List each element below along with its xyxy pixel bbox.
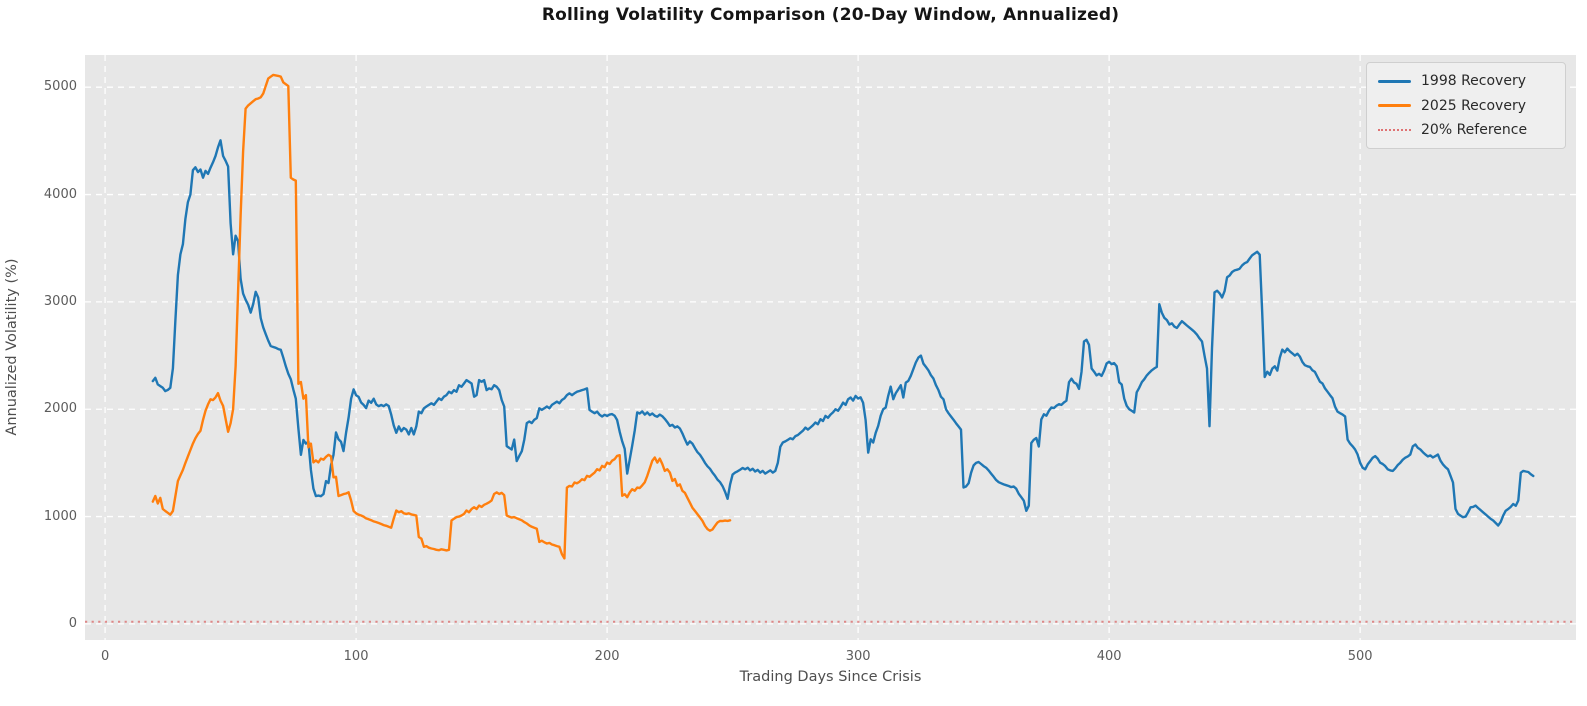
x-tick-label: 100 (343, 649, 369, 664)
figure-title: Rolling Volatility Comparison (20-Day Wi… (541, 5, 1120, 25)
x-axis-label: Trading Days Since Crisis (739, 669, 922, 685)
y-tick-label: 5000 (43, 79, 77, 95)
legend-line-sample-blue (1378, 79, 1411, 83)
y-axis-label: Annualized Volatility (%) (4, 258, 20, 436)
x-tick-label: 500 (1347, 649, 1373, 664)
legend-line-sample-red-dotted (1378, 128, 1411, 131)
x-tick-label: 200 (594, 649, 620, 664)
x-tick-label: 0 (100, 649, 110, 664)
legend-label: 1998 Recovery (1421, 73, 1526, 90)
y-tick-label: 4000 (43, 186, 77, 202)
legend-item-1998-recovery: 1998 Recovery (1367, 73, 1565, 89)
series-line-2025-recovery (151, 73, 732, 560)
legend: 1998 Recovery 2025 Recovery 20% Referenc… (1366, 62, 1566, 149)
y-tick-label: 1000 (43, 508, 77, 524)
legend-label: 2025 Recovery (1421, 97, 1526, 114)
legend-label: 20% Reference (1421, 121, 1528, 138)
y-tick-label: 3000 (43, 293, 77, 309)
y-tick-label: 2000 (43, 401, 77, 417)
plot-area (85, 55, 1576, 640)
x-tick-label: 300 (845, 649, 871, 664)
x-tick-label: 400 (1096, 649, 1122, 664)
series-line-1998-recovery (151, 139, 1535, 527)
legend-line-sample-orange (1378, 103, 1411, 108)
y-tick-label: 0 (68, 615, 77, 631)
legend-item-20pct-reference: 20% Reference (1367, 122, 1565, 138)
legend-item-2025-recovery: 2025 Recovery (1367, 98, 1565, 114)
